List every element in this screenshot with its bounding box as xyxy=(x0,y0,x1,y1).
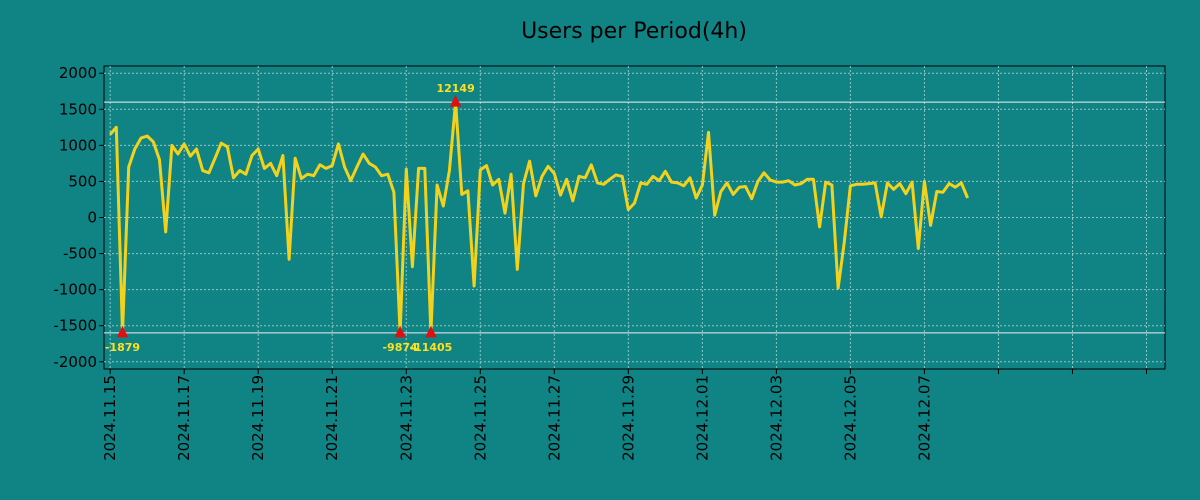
chart-title: Users per Period(4h) xyxy=(521,19,747,44)
x-tick-label: 2024.11.25 xyxy=(471,375,489,461)
y-tick-label: -1000 xyxy=(53,281,97,299)
x-tick-label: 2024.12.03 xyxy=(767,375,785,461)
annotation-marker xyxy=(425,325,437,338)
y-tick-label: 2000 xyxy=(59,64,97,82)
annotation-label: -1879 xyxy=(105,341,140,354)
y-tick-label: -2000 xyxy=(53,353,97,371)
annotation-label: 12149 xyxy=(436,82,474,95)
x-tick-label: 2024.11.23 xyxy=(397,375,415,461)
axes: -2000 -1500 -1000 -500 0 500 1000 1500 2000 2024.… xyxy=(53,64,1147,461)
y-tick-label: -500 xyxy=(63,245,97,263)
y-tick-label: 0 xyxy=(87,209,97,227)
x-tick-label: 2024.11.29 xyxy=(619,375,637,461)
annotation-marker xyxy=(449,94,462,107)
x-tick-label: 2024.12.07 xyxy=(915,375,933,461)
series-line xyxy=(109,100,969,335)
x-tick-label: 2024.11.19 xyxy=(249,375,267,461)
y-tick-label: 1500 xyxy=(59,100,97,118)
x-tick-label: 2024.11.27 xyxy=(545,375,563,461)
annotation-label: -11405 xyxy=(410,341,453,354)
y-tick-label: 500 xyxy=(68,172,97,190)
annotation-marker xyxy=(394,325,406,338)
x-tick-label: 2024.12.01 xyxy=(693,375,711,461)
reference-lines xyxy=(104,101,1165,334)
x-tick-label: 2024.11.15 xyxy=(101,375,119,461)
series-layer xyxy=(109,100,969,335)
annotation-label: -9874 xyxy=(382,341,418,354)
y-tick-label: 1000 xyxy=(59,136,97,154)
x-tick-label: 2024.11.17 xyxy=(175,375,193,461)
annotation-markers: -1879 -9874-11405 12149 xyxy=(105,82,475,354)
x-tick-label: 2024.11.21 xyxy=(323,375,341,461)
y-tick-label: -1500 xyxy=(53,317,97,335)
annotation-marker xyxy=(116,325,129,338)
grid xyxy=(104,66,1165,369)
x-tick-label: 2024.12.05 xyxy=(841,375,859,461)
